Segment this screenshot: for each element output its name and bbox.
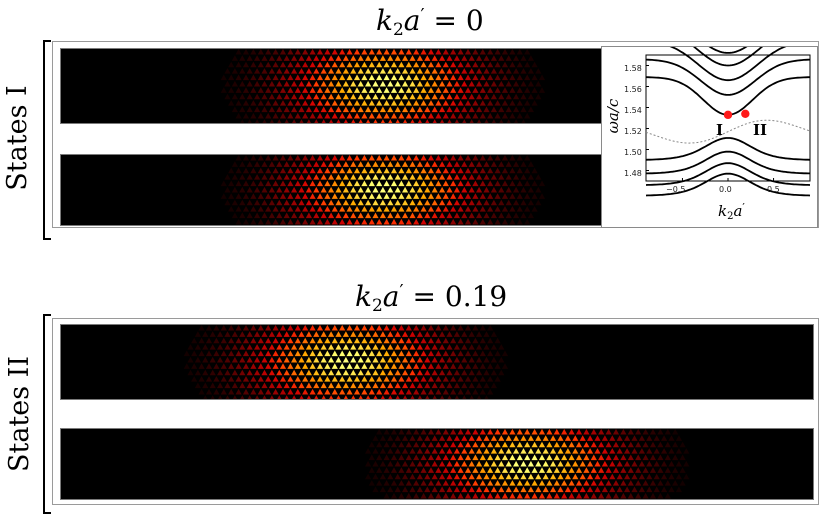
panel-2-title: k2a′ = 0.19 (355, 280, 508, 316)
y-tick: 1.48 (624, 169, 642, 178)
panel-1-side-label: States I (2, 85, 33, 191)
state-label-ii: II (753, 121, 768, 139)
y-tick: 1.54 (624, 106, 642, 115)
x-tick: 0.0 (719, 185, 732, 194)
state-label-i: I (716, 121, 724, 139)
state-marker (741, 109, 750, 118)
y-tick: 1.50 (624, 148, 642, 157)
x-tick: −0.5 (666, 185, 686, 194)
inset-y-label: ωa/c (604, 98, 622, 134)
field-map-2a (60, 324, 814, 400)
panel-2-bracket (43, 314, 51, 514)
field-map-1b (60, 154, 603, 226)
field-map-2b (60, 428, 814, 500)
panel-1-title: k2a′ = 0 (376, 4, 484, 40)
y-tick: 1.58 (624, 64, 642, 73)
state-marker (723, 110, 733, 120)
band-diagram-inset: 1.58 1.56 1.54 1.52 1.50 1.48 −0.5 0.0 0… (601, 46, 818, 228)
y-tick: 1.56 (624, 85, 642, 94)
panel-1-bracket (43, 40, 51, 240)
band-diagram (645, 47, 811, 197)
panel-2-side-label: States II (4, 355, 35, 473)
inset-x-label: k2a′ (718, 201, 745, 222)
field-map-1a (60, 48, 603, 124)
y-tick: 1.52 (624, 127, 642, 136)
x-tick: 0.5 (767, 185, 780, 194)
